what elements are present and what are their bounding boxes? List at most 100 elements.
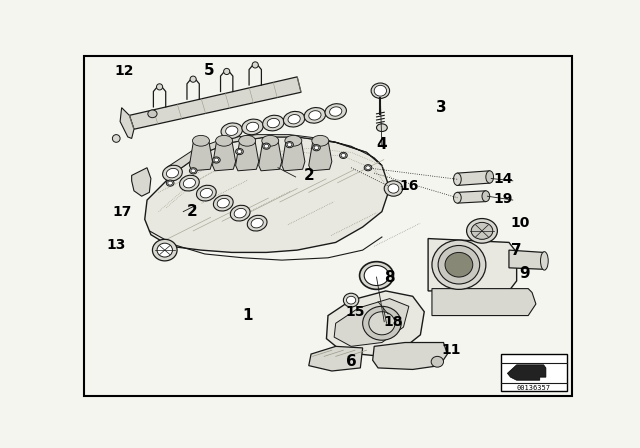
Text: 15: 15: [345, 305, 365, 319]
Ellipse shape: [156, 84, 163, 90]
Ellipse shape: [384, 181, 403, 196]
Ellipse shape: [363, 306, 401, 340]
Ellipse shape: [242, 119, 263, 135]
Polygon shape: [458, 191, 486, 203]
Ellipse shape: [217, 198, 229, 208]
Text: 6: 6: [346, 354, 356, 369]
Ellipse shape: [221, 123, 243, 138]
Text: 16: 16: [399, 179, 419, 193]
Ellipse shape: [223, 69, 230, 74]
Polygon shape: [166, 134, 382, 173]
Ellipse shape: [193, 135, 209, 146]
Ellipse shape: [541, 252, 548, 270]
Text: 13: 13: [107, 238, 126, 252]
Ellipse shape: [482, 191, 490, 202]
Ellipse shape: [388, 184, 399, 193]
Ellipse shape: [247, 215, 267, 231]
Text: 9: 9: [519, 266, 530, 281]
Ellipse shape: [168, 181, 172, 185]
Ellipse shape: [340, 152, 348, 159]
Polygon shape: [120, 108, 134, 138]
Ellipse shape: [216, 135, 232, 146]
Ellipse shape: [285, 142, 293, 148]
Polygon shape: [508, 365, 546, 380]
Ellipse shape: [287, 143, 292, 146]
Ellipse shape: [180, 175, 199, 191]
Ellipse shape: [230, 205, 250, 221]
Text: 19: 19: [494, 192, 513, 206]
Text: 2: 2: [186, 204, 197, 219]
Ellipse shape: [304, 108, 326, 123]
Polygon shape: [259, 140, 282, 171]
Polygon shape: [236, 140, 259, 171]
Text: 17: 17: [112, 205, 131, 219]
Text: 11: 11: [442, 343, 461, 357]
Polygon shape: [308, 140, 332, 171]
Ellipse shape: [189, 168, 197, 174]
Ellipse shape: [246, 122, 259, 132]
Ellipse shape: [330, 107, 342, 116]
Ellipse shape: [237, 150, 242, 154]
Ellipse shape: [166, 180, 174, 186]
Ellipse shape: [341, 154, 346, 157]
Text: 1: 1: [242, 308, 252, 323]
Polygon shape: [145, 137, 390, 252]
Ellipse shape: [190, 76, 196, 82]
Polygon shape: [308, 346, 363, 371]
Text: 2: 2: [303, 168, 314, 183]
Ellipse shape: [364, 266, 389, 285]
Ellipse shape: [183, 178, 195, 188]
Polygon shape: [432, 289, 536, 315]
Text: 8: 8: [384, 270, 395, 284]
Ellipse shape: [285, 135, 302, 146]
Ellipse shape: [365, 166, 371, 170]
Ellipse shape: [312, 145, 320, 151]
Ellipse shape: [360, 262, 394, 289]
Ellipse shape: [471, 222, 493, 239]
Ellipse shape: [344, 293, 359, 307]
Ellipse shape: [262, 115, 284, 131]
Text: 4: 4: [376, 137, 387, 152]
Text: 00136357: 00136357: [516, 385, 550, 391]
Ellipse shape: [163, 165, 182, 181]
Ellipse shape: [467, 219, 497, 243]
Polygon shape: [334, 299, 409, 346]
Ellipse shape: [376, 124, 387, 132]
Polygon shape: [129, 77, 301, 129]
Ellipse shape: [239, 135, 255, 146]
Ellipse shape: [191, 169, 196, 173]
Polygon shape: [458, 171, 490, 185]
Ellipse shape: [113, 134, 120, 142]
Ellipse shape: [371, 83, 390, 99]
Ellipse shape: [214, 158, 219, 162]
Ellipse shape: [369, 312, 395, 335]
Ellipse shape: [252, 62, 259, 68]
Text: 14: 14: [494, 172, 513, 186]
Polygon shape: [212, 140, 236, 171]
Ellipse shape: [251, 219, 263, 228]
Ellipse shape: [288, 115, 300, 124]
Ellipse shape: [454, 173, 461, 185]
Ellipse shape: [314, 146, 319, 150]
Ellipse shape: [432, 240, 486, 289]
Text: 18: 18: [384, 314, 403, 329]
Ellipse shape: [166, 168, 179, 178]
Ellipse shape: [264, 144, 269, 148]
Polygon shape: [509, 250, 545, 269]
Ellipse shape: [284, 112, 305, 127]
Text: 3: 3: [436, 100, 447, 115]
Ellipse shape: [236, 148, 243, 155]
Polygon shape: [428, 238, 516, 291]
Ellipse shape: [213, 195, 233, 211]
Ellipse shape: [325, 103, 346, 119]
Ellipse shape: [200, 189, 212, 198]
Ellipse shape: [234, 208, 246, 218]
Ellipse shape: [431, 356, 444, 367]
Ellipse shape: [346, 296, 356, 304]
Ellipse shape: [196, 185, 216, 201]
Ellipse shape: [262, 135, 279, 146]
Ellipse shape: [308, 111, 321, 120]
Ellipse shape: [212, 157, 220, 163]
Polygon shape: [282, 140, 305, 171]
Ellipse shape: [312, 135, 329, 146]
